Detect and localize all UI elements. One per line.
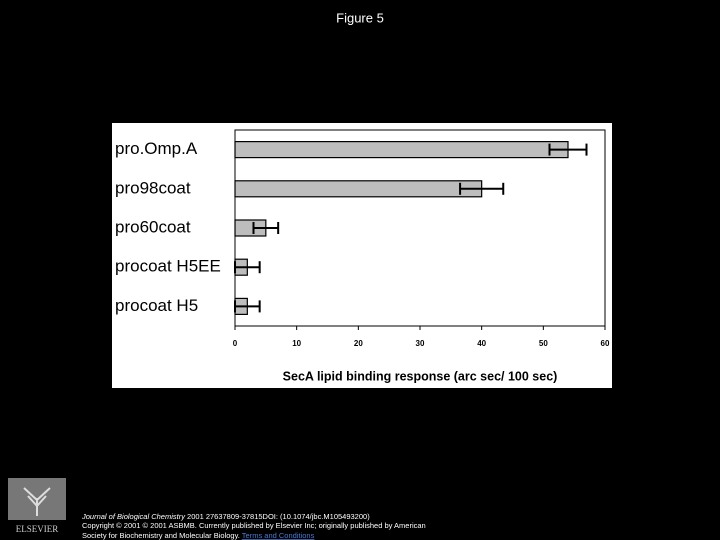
x-tick-label: 30: [416, 339, 425, 348]
society-line: Society for Biochemistry and Molecular B…: [82, 531, 315, 540]
category-label: pro60coat: [115, 217, 191, 236]
copyright: Copyright © 2001 © 2001 ASBMB. Currently…: [82, 521, 426, 530]
journal: Journal of Biological Chemistry: [81, 512, 186, 521]
logo-text: ELSEVIER: [16, 524, 59, 534]
citation-line: Journal of Biological Chemistry 2001 276…: [81, 512, 370, 521]
category-label: procoat H5: [115, 296, 198, 315]
x-tick-label: 0: [233, 339, 238, 348]
x-tick-label: 50: [539, 339, 548, 348]
error-bar: [252, 222, 280, 234]
error-bar: [234, 300, 261, 313]
error-bar: [234, 261, 261, 274]
slide-title: Figure 5: [336, 10, 384, 25]
x-tick-label: 40: [477, 339, 486, 348]
error-bar: [548, 143, 588, 156]
chart-panel: [112, 123, 612, 388]
logo-tree: [23, 487, 51, 516]
x-axis-label: SecA lipid binding response (arc sec/ 10…: [283, 369, 558, 383]
x-tick-label: 10: [292, 339, 301, 348]
terms-link[interactable]: Terms and Conditions: [242, 531, 315, 540]
category-label: pro98coat: [115, 178, 191, 197]
bar: [234, 180, 483, 198]
x-tick-label: 60: [601, 339, 610, 348]
error-bar: [459, 182, 505, 195]
society: Society for Biochemistry and Molecular B…: [82, 531, 242, 540]
logo: ELSEVIER: [8, 478, 66, 534]
bar: [234, 141, 569, 159]
category-label: procoat H5EE: [115, 257, 221, 276]
citation: 2001 27637809-37815DOI: (10.1074/jbc.M10…: [185, 512, 370, 521]
category-label: pro.Omp.A: [115, 139, 198, 158]
x-tick-label: 20: [354, 339, 363, 348]
